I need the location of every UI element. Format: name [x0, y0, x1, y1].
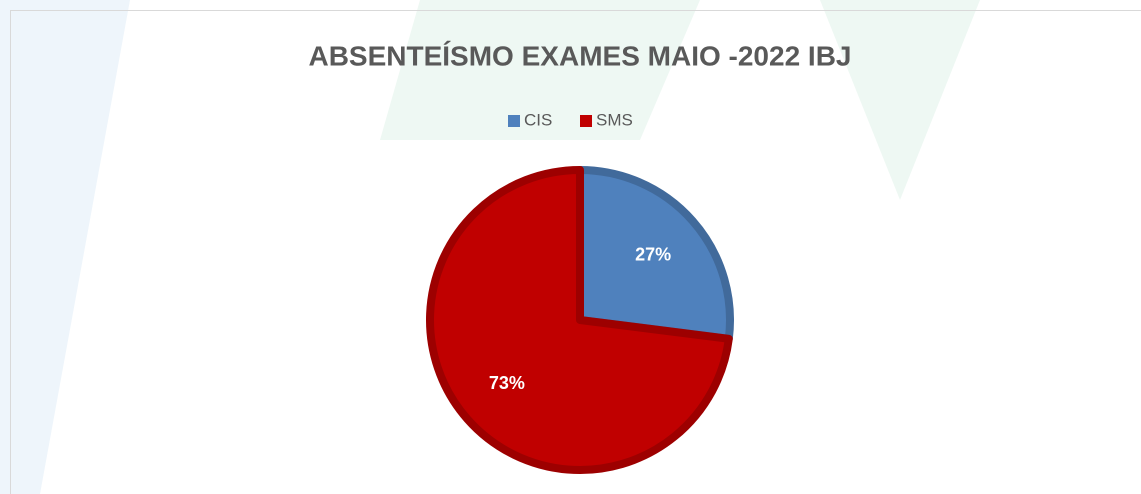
legend-label: SMS: [596, 110, 633, 129]
watermark: [0, 0, 130, 494]
legend-label: CIS: [524, 110, 552, 129]
data-label: 27%: [635, 244, 671, 264]
chart-title: ABSENTEÍSMO EXAMES MAIO -2022 IBJ: [308, 40, 851, 71]
pie-slice: [426, 166, 733, 474]
legend-swatch: [580, 115, 592, 127]
data-label: 73%: [489, 373, 525, 393]
chart-border: [10, 10, 1141, 494]
pie-slice: [576, 166, 734, 343]
legend-swatch: [508, 115, 520, 127]
watermark: [820, 0, 980, 200]
watermark: [380, 0, 700, 140]
